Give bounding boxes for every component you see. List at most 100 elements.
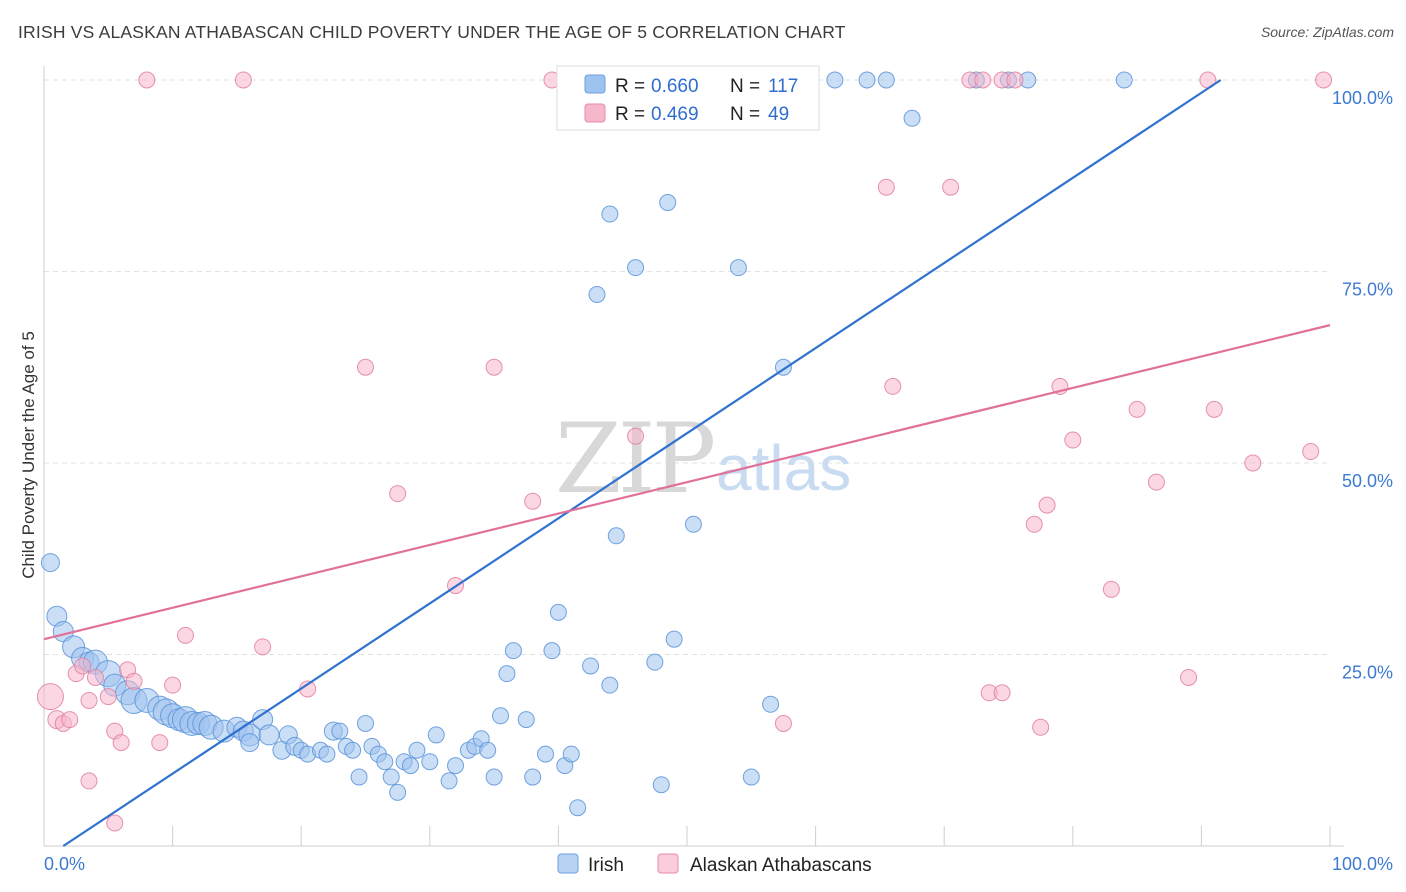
data-point — [646, 653, 664, 671]
trend-lines — [43, 79, 1331, 847]
data-point — [993, 684, 1011, 702]
data-point — [106, 814, 124, 832]
data-point — [517, 711, 535, 729]
y-tick-label: 75.0% — [1342, 280, 1393, 300]
legend-r-value-alaskan: 0.469 — [651, 104, 699, 125]
data-point — [485, 358, 503, 376]
data-point — [601, 205, 619, 223]
data-point — [1064, 431, 1082, 449]
data-point — [1102, 580, 1120, 598]
legend-r-label-alaskan: R = — [615, 104, 645, 125]
data-point — [164, 676, 182, 694]
data-point — [376, 753, 394, 771]
data-point — [389, 485, 407, 503]
grid-lines — [44, 79, 1330, 655]
x-tick-labels: 0.0% 100.0% — [44, 854, 1393, 874]
data-point — [607, 527, 625, 545]
data-point — [537, 745, 555, 763]
data-point — [61, 711, 79, 729]
data-point — [659, 194, 677, 212]
series-legend-swatch-alaskan — [657, 853, 679, 874]
data-point — [447, 757, 465, 775]
series-legend-label-irish: Irish — [588, 855, 624, 876]
legend-r-label-irish: R = — [615, 76, 645, 97]
data-point — [601, 676, 619, 694]
data-point — [877, 71, 895, 89]
x-tick-label: 0.0% — [44, 854, 85, 874]
data-point — [524, 492, 542, 510]
data-point — [138, 71, 156, 89]
axes — [43, 66, 1344, 847]
legend-swatch-alaskan — [584, 103, 606, 123]
data-point — [80, 691, 98, 709]
data-point — [974, 71, 992, 89]
data-point — [877, 178, 895, 196]
data-point — [357, 714, 374, 732]
data-point — [151, 734, 169, 752]
series-legend-swatch-irish — [557, 853, 579, 874]
data-point — [1205, 400, 1223, 418]
watermark-atlas: atlas — [716, 432, 851, 504]
data-point — [588, 285, 606, 303]
data-point — [440, 772, 458, 790]
data-point — [389, 783, 407, 801]
data-point — [1038, 496, 1056, 514]
x-tick-label: 100.0% — [1332, 854, 1393, 874]
trend-line-irish — [62, 79, 1222, 847]
data-point — [774, 714, 792, 732]
data-point — [1302, 443, 1320, 461]
legend-n-label-irish: N = — [730, 76, 760, 97]
data-point — [254, 638, 272, 656]
data-point — [524, 768, 542, 786]
data-point — [742, 768, 760, 786]
data-point — [99, 688, 117, 706]
chart-title: IRISH VS ALASKAN ATHABASCAN CHILD POVERT… — [18, 22, 846, 42]
y-tick-label: 25.0% — [1342, 663, 1393, 683]
data-point — [80, 772, 98, 790]
legend-n-label-alaskan: N = — [730, 104, 760, 125]
legend-n-value-alaskan: 49 — [768, 104, 789, 125]
data-point — [36, 683, 64, 711]
data-point — [479, 741, 497, 759]
data-point — [504, 642, 522, 660]
data-point — [1115, 71, 1133, 89]
series-legend-label-alaskan: Alaskan Athabascans — [690, 855, 872, 876]
data-point — [125, 672, 143, 690]
data-point — [112, 734, 130, 752]
data-point — [569, 799, 587, 817]
data-point — [684, 515, 702, 533]
data-point — [1180, 668, 1198, 686]
data-point — [427, 726, 445, 744]
data-point — [408, 741, 426, 759]
data-point — [903, 109, 921, 127]
data-point — [258, 724, 280, 746]
data-point — [884, 377, 902, 395]
data-point — [382, 768, 400, 786]
data-point — [1025, 515, 1043, 533]
legend-n-value-irish: 117 — [768, 76, 798, 97]
trend-line-alaskan — [43, 324, 1331, 641]
series-legend: Irish Alaskan Athabascans — [557, 853, 872, 876]
data-point — [357, 358, 374, 376]
data-point — [234, 71, 252, 89]
data-point — [318, 745, 336, 763]
data-point — [492, 707, 510, 725]
data-point — [498, 665, 516, 683]
data-point — [627, 427, 645, 445]
data-point — [665, 630, 683, 648]
y-tick-label: 50.0% — [1342, 471, 1393, 491]
data-point — [543, 642, 561, 660]
watermark: ZIP atlas — [555, 403, 851, 515]
data-point — [344, 741, 362, 759]
data-point — [582, 657, 600, 675]
data-point — [485, 768, 503, 786]
data-point — [74, 657, 92, 675]
data-point — [1032, 718, 1050, 736]
data-point — [1006, 71, 1024, 89]
stats-legend: R = 0.660 N = 117 R = 0.469 N = 49 — [556, 65, 820, 131]
data-point — [331, 722, 349, 740]
data-point — [1128, 400, 1146, 418]
legend-swatch-irish — [584, 74, 606, 94]
data-point — [350, 768, 368, 786]
